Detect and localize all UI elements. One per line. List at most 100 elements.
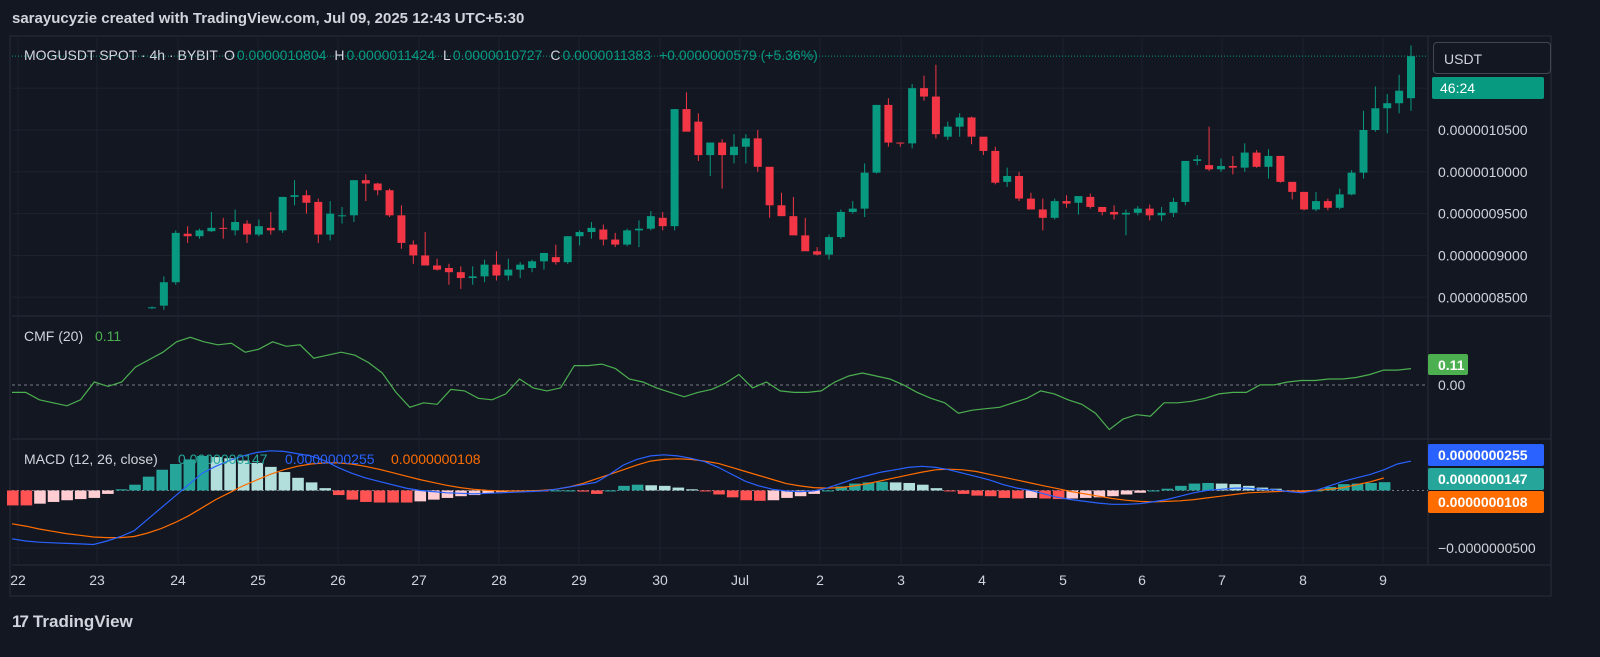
candle-body — [1145, 208, 1154, 216]
macd-histogram-bar — [482, 490, 494, 494]
candle-body — [148, 307, 156, 309]
cmf-value-badge — [1428, 354, 1468, 375]
currency-selector-button[interactable]: USDT — [1433, 42, 1551, 74]
macd-histogram-bar — [34, 490, 46, 504]
candle-body — [753, 138, 762, 167]
cmf-zero-label: 0.00 — [1438, 377, 1465, 393]
macd-histogram-bar — [713, 490, 725, 495]
macd-histogram-bar — [169, 464, 182, 491]
macd-histogram-bar — [984, 490, 997, 497]
macd-histogram-bar — [1229, 484, 1242, 491]
candle-body — [159, 282, 168, 306]
macd-histogram-bar — [428, 490, 440, 500]
macd-histogram-bar — [876, 481, 888, 491]
candle-body — [1205, 165, 1214, 170]
candle-body — [1015, 176, 1024, 199]
macd-histogram-bar — [224, 458, 236, 491]
macd-histogram-bar — [441, 490, 454, 498]
macd-histogram-bar — [1365, 482, 1377, 491]
macd-histogram-bar — [1093, 490, 1106, 498]
macd-histogram-bar — [1012, 490, 1024, 499]
price-tick-label: 0.0000009000 — [1438, 247, 1528, 263]
macd-histogram-bar — [1215, 483, 1228, 491]
macd-histogram-bar — [672, 487, 685, 491]
candle-body — [528, 261, 537, 268]
countdown-label: 46:24 — [1440, 80, 1475, 96]
macd-histogram-legend-value: 0.0000000147 — [178, 451, 268, 467]
time-tick-label: 6 — [1138, 572, 1146, 588]
candle-body — [539, 252, 548, 262]
candle-body — [1216, 165, 1225, 170]
candle-body — [1086, 196, 1095, 207]
candle-body — [290, 195, 299, 197]
macd-histogram-bar — [957, 490, 970, 494]
candle-body — [516, 264, 525, 270]
macd-histogram-bar — [74, 490, 87, 500]
macd-histogram-bar — [1120, 490, 1133, 495]
candle-body — [1169, 201, 1178, 213]
candle-body — [1074, 196, 1083, 203]
candle-body — [254, 226, 263, 235]
macd-histogram-bar — [686, 489, 698, 491]
candle-body — [421, 255, 430, 266]
candle-body — [1110, 211, 1119, 215]
candle-body — [1395, 90, 1404, 104]
macd-histogram-bar — [1188, 483, 1201, 491]
macd-histogram-bar — [278, 472, 291, 491]
open-label: O — [224, 47, 235, 63]
candle-body — [1407, 56, 1415, 99]
candle-body — [955, 117, 964, 127]
macd-histogram-bar — [550, 490, 562, 492]
chart-attribution: sarayucyzie created with TradingView.com… — [12, 10, 525, 27]
candle-body — [338, 215, 347, 217]
macd-histogram-bar — [767, 490, 780, 501]
candle-body — [219, 227, 228, 229]
candle-body — [1062, 201, 1071, 204]
macd-histogram-bar — [821, 490, 834, 492]
time-tick-label: Jul — [731, 572, 749, 588]
low-value: 0.0000010727 — [453, 47, 543, 63]
macd-histogram-bar — [903, 482, 916, 491]
macd-histogram-bar — [862, 482, 875, 491]
macd-histogram-bar — [20, 490, 33, 506]
candle-body — [967, 117, 976, 137]
candle-body — [1323, 201, 1332, 208]
macd-histogram-bar — [319, 488, 331, 491]
macd-histogram-bar — [563, 490, 576, 492]
macd-histogram-bar — [237, 460, 250, 491]
cmf-title: CMF (20) — [24, 328, 83, 344]
candle-body — [1300, 191, 1309, 210]
candle-body — [183, 233, 192, 237]
macd-signal-label: 0.0000000108 — [1438, 494, 1528, 510]
candle-body — [326, 213, 335, 235]
macd-histogram-bar — [1175, 485, 1187, 491]
candle-body — [444, 268, 453, 273]
macd-histogram-bar — [835, 486, 848, 491]
candle-body — [801, 235, 810, 252]
candle-body — [349, 180, 358, 216]
candle-body — [1003, 176, 1012, 182]
time-tick-label: 5 — [1059, 572, 1067, 588]
high-label: H — [334, 47, 344, 63]
time-tick-label: 25 — [250, 572, 266, 588]
tradingview-brand[interactable]: 17 TradingView — [12, 612, 133, 632]
candle-body — [991, 150, 1000, 183]
macd-histogram-bar — [849, 483, 861, 491]
price-tick-label: 0.0000009500 — [1438, 206, 1528, 222]
macd-histogram-bar — [1202, 482, 1214, 491]
macd-histogram-bar — [183, 459, 196, 491]
macd-histogram-bar — [808, 490, 820, 494]
time-tick-label: 24 — [170, 572, 186, 588]
macd-histogram-bar — [292, 477, 304, 491]
macd-tick-label: −0.0000000500 — [1438, 540, 1536, 556]
candle-body — [1157, 212, 1166, 216]
candle-body — [1133, 208, 1142, 213]
candle-body — [243, 223, 252, 235]
candle-body — [587, 227, 596, 233]
macd-histogram-bar — [61, 490, 73, 501]
macd-histogram-bar — [88, 490, 101, 498]
macd-histogram-bar — [1134, 490, 1146, 493]
cmf-line — [12, 336, 1412, 431]
candle-body — [1288, 181, 1297, 192]
